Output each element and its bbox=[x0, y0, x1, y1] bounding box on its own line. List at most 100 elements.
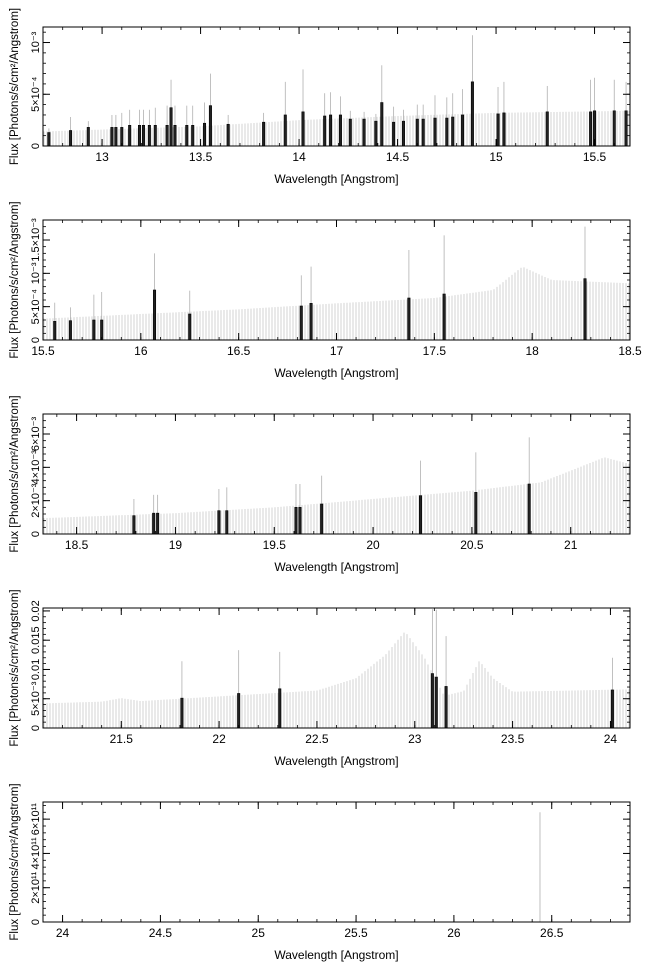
x-tick-label: 18 bbox=[525, 344, 539, 358]
line-bar bbox=[442, 293, 446, 340]
line-mark bbox=[69, 117, 73, 146]
line-bar bbox=[237, 693, 241, 728]
y-tick-label: 1.5×10⁻³ bbox=[30, 218, 42, 262]
y-tick-label: 10⁻³ bbox=[30, 262, 42, 284]
line-bar bbox=[153, 289, 157, 340]
x-tick-label: 26.5 bbox=[540, 926, 564, 940]
panel-2: 15.5 16 16.5 17 17.5 18 18.5 0 5×10⁻⁴ 10⁻³1.5×10⁻… bbox=[9, 201, 642, 380]
x-tick-label: 19.5 bbox=[263, 538, 287, 552]
x-tick-label: 20 bbox=[366, 538, 380, 552]
continuum-model bbox=[43, 267, 630, 340]
plot-area bbox=[43, 609, 630, 728]
line-mark bbox=[362, 111, 366, 146]
line-mark bbox=[470, 35, 474, 146]
line-bar bbox=[374, 120, 378, 146]
x-tick-label: 21 bbox=[564, 538, 578, 552]
line-mark bbox=[294, 484, 298, 534]
line-bar bbox=[47, 132, 51, 146]
line-bar bbox=[208, 105, 212, 146]
x-tick-label: 14 bbox=[292, 150, 306, 164]
plot-area bbox=[43, 226, 630, 340]
line-mark bbox=[612, 79, 616, 146]
line-bar bbox=[169, 107, 173, 146]
line-bar bbox=[141, 125, 145, 146]
line-bar bbox=[185, 125, 189, 146]
plot-frame bbox=[42, 801, 631, 923]
line-bar bbox=[294, 507, 298, 534]
x-tick-label: 26 bbox=[447, 926, 461, 940]
line-mark bbox=[624, 81, 628, 146]
line-bar bbox=[445, 117, 449, 146]
line-bar bbox=[153, 125, 157, 146]
line-bar bbox=[589, 111, 593, 146]
line-mark bbox=[173, 105, 177, 146]
line-mark bbox=[153, 253, 157, 340]
continuum-model bbox=[43, 457, 630, 534]
line-mark bbox=[583, 226, 587, 340]
line-mark bbox=[502, 81, 506, 146]
line-mark bbox=[169, 79, 173, 146]
line-mark bbox=[152, 494, 156, 534]
y-axis-label: Flux [Photons/s/cm²/Angstrom] bbox=[9, 589, 21, 746]
line-bar bbox=[407, 297, 411, 340]
x-tick-label: 24 bbox=[56, 926, 70, 940]
line-bar bbox=[165, 125, 169, 146]
x-axis-label: Wavelength [Angstrom] bbox=[274, 754, 398, 768]
y-tick-label: 4×10⁻³ bbox=[30, 450, 42, 485]
line-bar bbox=[338, 114, 342, 146]
x-tick-label: 16 bbox=[134, 344, 148, 358]
line-mark bbox=[545, 85, 549, 146]
line-mark bbox=[141, 109, 145, 146]
line-mark bbox=[147, 109, 151, 146]
x-tick-label: 23.5 bbox=[501, 732, 525, 746]
plot-area bbox=[43, 437, 630, 534]
line-mark bbox=[203, 102, 207, 146]
line-bar bbox=[362, 118, 366, 146]
line-mark bbox=[474, 452, 478, 534]
line-mark bbox=[451, 93, 455, 146]
y-tick-label: 0.015 bbox=[30, 626, 42, 654]
line-mark bbox=[433, 95, 437, 146]
line-bar bbox=[301, 111, 305, 146]
line-bar bbox=[470, 81, 474, 146]
line-bar bbox=[545, 111, 549, 146]
line-bar bbox=[610, 689, 614, 728]
line-bar bbox=[380, 102, 384, 146]
line-bar bbox=[226, 123, 230, 146]
line-bar bbox=[502, 112, 506, 146]
line-mark bbox=[323, 93, 327, 146]
y-tick-label: 2×10¹¹ bbox=[30, 871, 42, 903]
line-bar bbox=[100, 319, 104, 340]
line-mark bbox=[225, 487, 229, 534]
y-tick-label: 5×10⁻⁴ bbox=[30, 76, 42, 112]
line-mark bbox=[165, 105, 169, 146]
x-tick-label: 23 bbox=[408, 732, 422, 746]
line-mark bbox=[434, 609, 438, 728]
line-mark bbox=[299, 275, 303, 340]
line-mark bbox=[461, 89, 465, 146]
line-mark bbox=[185, 105, 189, 146]
x-tick-label: 15.5 bbox=[31, 344, 55, 358]
line-mark bbox=[320, 475, 324, 534]
panel-1: 13 13.5 14 14.5 15 15.5 0 5×10⁻⁴ 10⁻³ Wavelength … bbox=[9, 8, 631, 186]
y-axis-label: Flux [Photons/s/cm²/Angstrom] bbox=[9, 395, 21, 552]
y-tick-label: 0 bbox=[30, 337, 42, 343]
x-axis-label: Wavelength [Angstrom] bbox=[274, 560, 398, 574]
line-bar bbox=[474, 492, 478, 534]
y-tick-label: 0 bbox=[30, 919, 42, 925]
y-tick-label: 0 bbox=[30, 725, 42, 731]
line-bar bbox=[309, 303, 313, 340]
x-tick-label: 17 bbox=[330, 344, 344, 358]
x-tick-label: 18.5 bbox=[65, 538, 89, 552]
line-bar bbox=[496, 113, 500, 146]
line-mark bbox=[348, 110, 352, 146]
y-tick-label: 0 bbox=[30, 143, 42, 149]
line-bar bbox=[278, 688, 282, 728]
line-mark bbox=[180, 661, 184, 728]
line-mark bbox=[208, 73, 212, 146]
line-mark bbox=[338, 96, 342, 146]
line-bar bbox=[461, 114, 465, 146]
line-mark bbox=[278, 651, 282, 728]
x-axis-label: Wavelength [Angstrom] bbox=[274, 948, 398, 962]
line-mark bbox=[100, 292, 104, 340]
